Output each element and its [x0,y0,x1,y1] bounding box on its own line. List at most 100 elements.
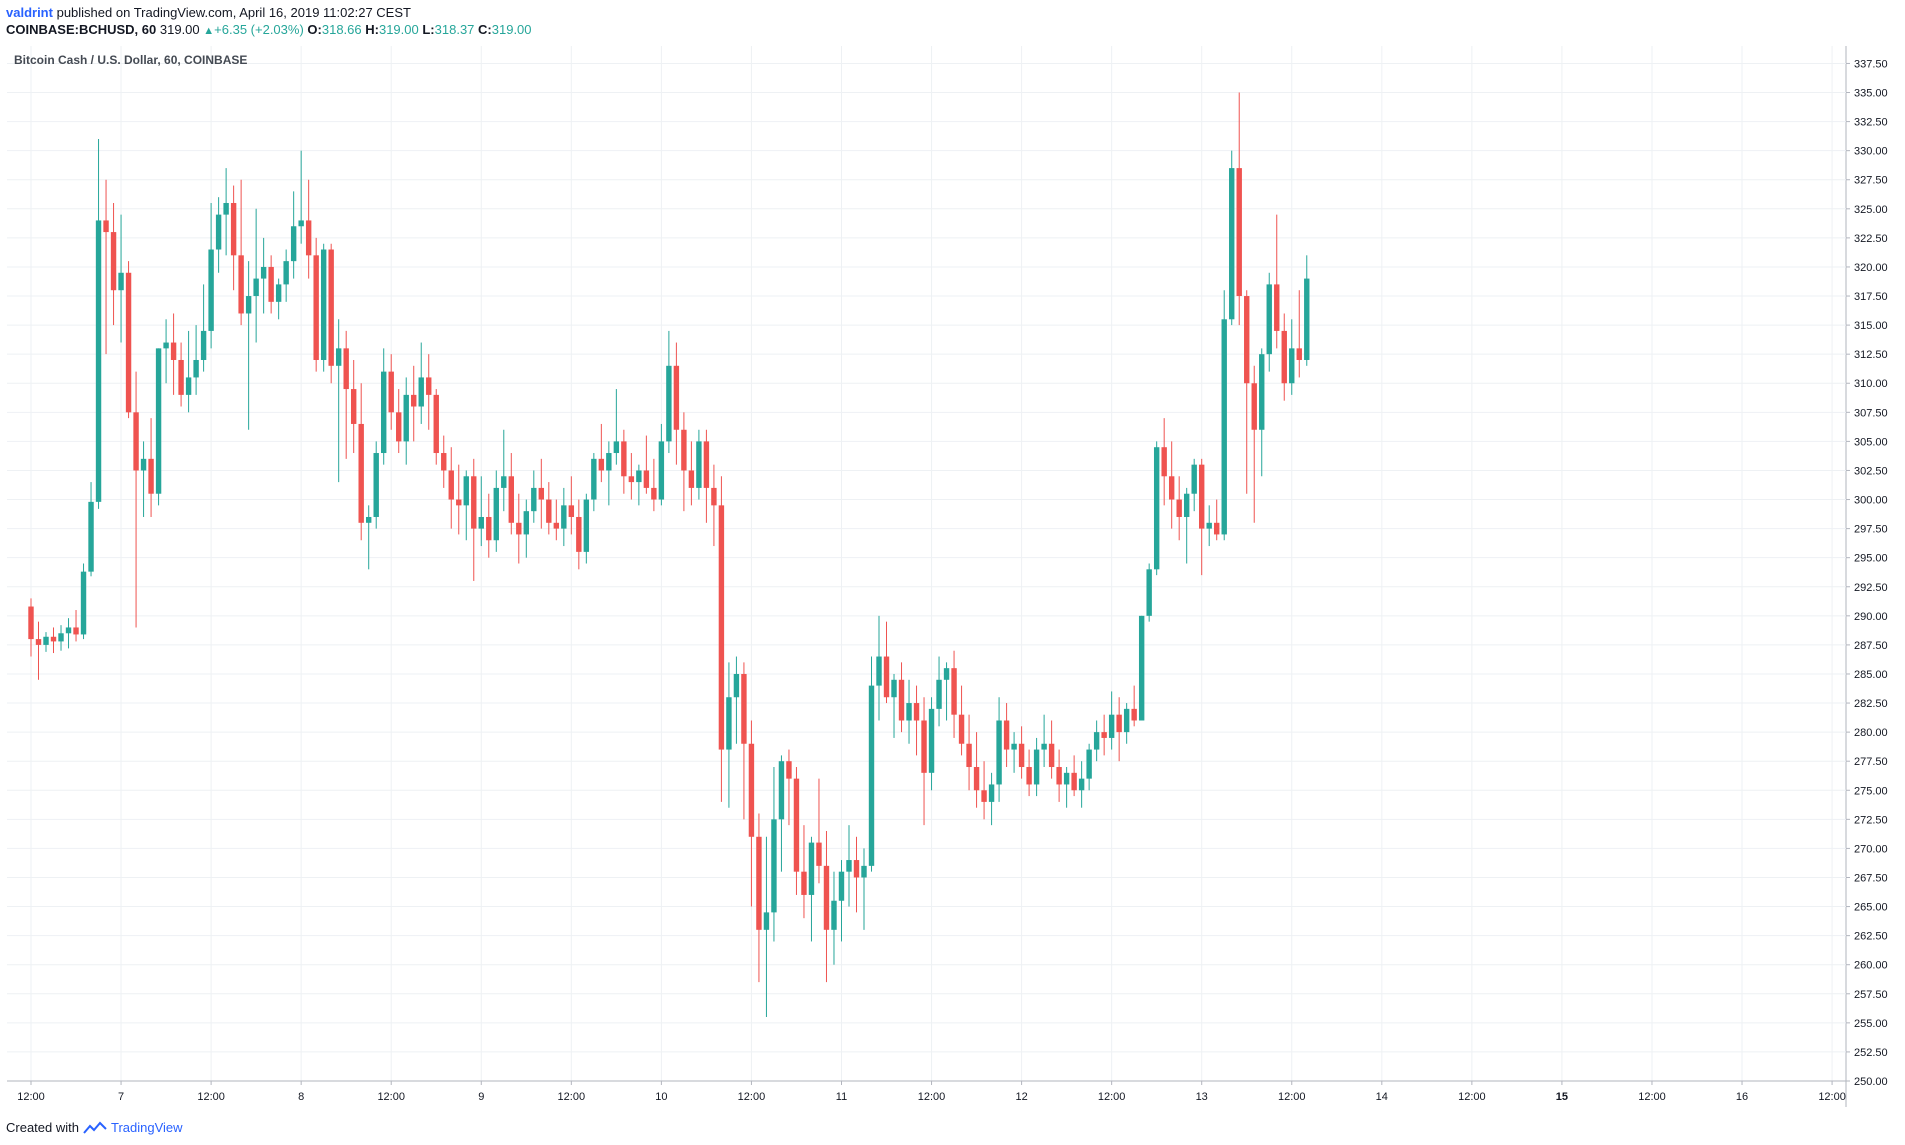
candle-down [801,825,807,919]
candle-down [1168,441,1175,529]
candle-body [1206,522,1212,529]
candle-down [411,365,417,442]
candle-up [1011,732,1017,773]
candle-body [163,342,169,349]
candle-body [1093,732,1100,750]
candle-up [403,377,409,465]
candle-body [1236,168,1242,297]
candle-down [1101,714,1107,756]
candle-down [328,243,334,384]
candle-body [673,365,680,430]
price-tick-label: 252.50 [1854,1047,1888,1059]
candle-body [80,571,87,635]
candle-up [208,202,214,349]
candle-body [463,476,469,506]
candle-body [1116,714,1122,733]
candle-body [1251,383,1257,430]
candle-body [148,458,154,494]
candle-down [1214,499,1220,541]
candle-down [973,732,980,808]
candle-up [666,330,672,454]
candle-down [133,371,139,628]
candle-body [636,470,642,483]
price-tick-label: 290.00 [1854,611,1888,623]
candle-body [433,394,439,454]
candle-up [1206,505,1212,547]
candle-body [928,708,935,773]
candle-body [1108,714,1115,738]
candle-down [913,685,920,756]
candle-body [1296,348,1302,360]
candle-up [861,848,867,930]
candle-up [418,342,424,424]
candle-body [1041,743,1047,750]
candle-up [606,441,612,506]
price-tick-label: 315.00 [1854,320,1888,332]
candle-up [928,697,935,791]
candle-body [268,266,274,302]
candle-up [778,755,785,872]
candle-up [95,139,102,509]
candle-body [110,232,117,291]
candle-down [230,185,237,291]
candle-up [1229,150,1235,326]
candle-body [200,330,207,360]
candle-up [1063,767,1070,808]
candle-down [1018,726,1025,779]
last-price: 319.00 [159,22,200,37]
candle-down [313,237,319,372]
time-tick-label: 12:00 [1458,1091,1486,1103]
candle-body [1011,743,1017,750]
price-tick-label: 265.00 [1854,902,1888,914]
price-tick-label: 260.00 [1854,960,1888,972]
candle-body [290,226,297,262]
candle-up [996,697,1002,802]
candle-down [103,179,109,355]
candle-up [88,482,94,577]
candle-down [553,499,560,541]
candle-down [456,464,462,535]
candle-body [1078,778,1085,791]
candle-down [1131,685,1137,727]
candle-body [868,685,875,866]
price-tick-label: 322.50 [1854,233,1888,245]
candle-down [73,610,79,642]
price-tick-label: 277.50 [1854,756,1888,768]
candle-body [951,668,957,715]
candle-body [328,249,334,366]
candle-body [1146,569,1152,616]
candle-up [831,871,837,965]
price-tick-label: 330.00 [1854,146,1888,158]
candle-body [613,441,620,454]
price-tick-label: 285.00 [1854,669,1888,681]
candle-body [733,673,740,698]
candle-down [238,179,244,326]
candle-up [260,237,267,314]
candle-down [568,476,575,535]
candle-down [1236,92,1242,326]
candle-body [1214,522,1220,535]
candle-body [966,743,972,768]
candle-down [1244,290,1250,494]
high-value: 319.00 [378,22,419,37]
author-link[interactable]: valdrint [6,5,53,20]
candle-up [891,673,897,738]
candle-body [553,522,560,529]
candle-body [335,348,342,366]
candle-body [283,261,289,285]
candle-body [898,679,905,721]
candle-body [350,389,357,424]
candle-body [65,627,72,634]
candle-up [43,632,49,652]
brand-link[interactable]: TradingView [110,1120,183,1135]
candle-up [936,656,942,727]
candles [28,92,1310,1018]
candle-down [170,313,177,395]
candle-down [1116,697,1122,762]
candle-up [1041,714,1047,768]
candle-body [1274,284,1280,331]
candle-down [898,662,905,733]
candle-body [1266,284,1272,355]
candle-body [508,476,514,523]
